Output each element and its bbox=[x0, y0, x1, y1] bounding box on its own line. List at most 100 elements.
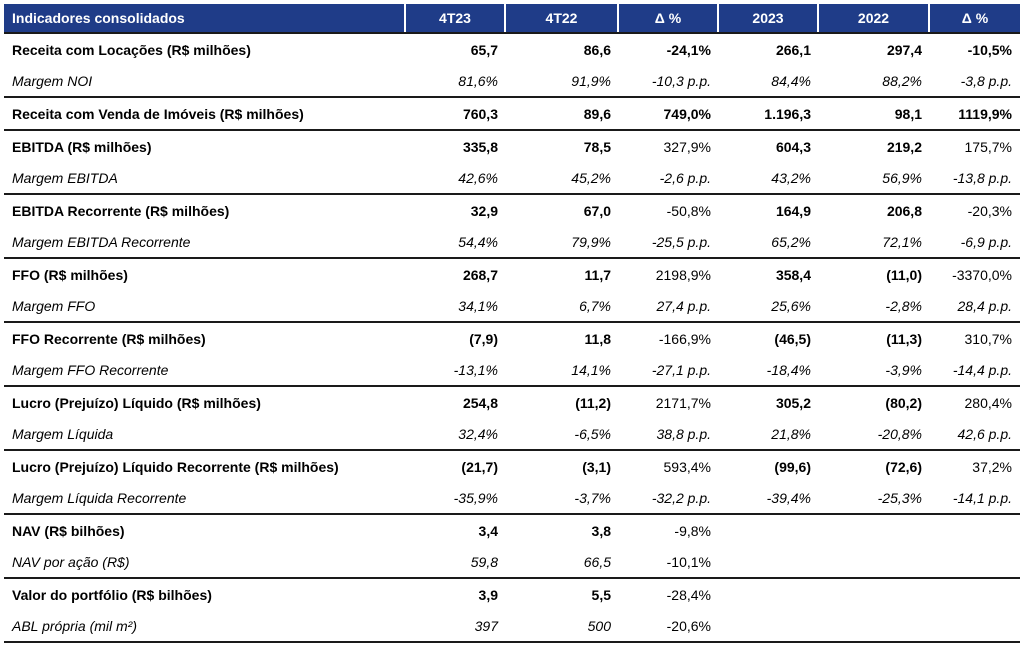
cell-4t23: (21,7) bbox=[406, 449, 506, 482]
cell-2023: 358,4 bbox=[719, 257, 819, 290]
cell-delta-year: 1119,9% bbox=[930, 96, 1020, 129]
row-label: Margem FFO bbox=[12, 297, 96, 314]
table-row: NAV por ação (R$) 59,8 66,5 -10,1% bbox=[4, 546, 1020, 577]
header-col-4t23: 4T23 bbox=[406, 4, 506, 32]
cell-delta-quarter: 2171,7% bbox=[619, 385, 719, 418]
table-row: EBITDA (R$ milhões) 335,8 78,5 327,9% 60… bbox=[4, 129, 1020, 162]
cell-delta-quarter: 2198,9% bbox=[619, 257, 719, 290]
header-col-delta-quarter: Δ % bbox=[619, 4, 719, 32]
row-label: Margem NOI bbox=[12, 72, 93, 89]
table-row: Margem FFO 34,1% 6,7% 27,4 p.p. 25,6% -2… bbox=[4, 290, 1020, 321]
cell-2023: 65,2% bbox=[771, 233, 811, 250]
cell-2022: -3,9% bbox=[885, 361, 922, 378]
row-label: Valor do portfólio (R$ bilhões) bbox=[4, 577, 406, 610]
table-row: Valor do portfólio (R$ bilhões) 3,9 5,5 … bbox=[4, 577, 1020, 610]
cell-4t22: 66,5 bbox=[583, 553, 611, 570]
header-col-4t22: 4T22 bbox=[506, 4, 619, 32]
cell-2022: 88,2% bbox=[882, 72, 922, 89]
cell-2023: 305,2 bbox=[719, 385, 819, 418]
table-row: Margem FFO Recorrente -13,1% 14,1% -27,1… bbox=[4, 354, 1020, 385]
cell-4t22: 6,7% bbox=[579, 297, 611, 314]
table-row: FFO (R$ milhões) 268,7 11,7 2198,9% 358,… bbox=[4, 257, 1020, 290]
cell-delta-quarter: 327,9% bbox=[619, 129, 719, 162]
cell-delta-quarter: -50,8% bbox=[619, 193, 719, 226]
cell-2023 bbox=[719, 610, 819, 643]
table-row: ABL própria (mil m²) 397 500 -20,6% bbox=[4, 610, 1020, 643]
row-label: ABL própria (mil m²) bbox=[4, 610, 406, 643]
cell-2022: -2,8% bbox=[885, 297, 922, 314]
cell-4t23: 32,9 bbox=[406, 193, 506, 226]
row-label: Margem FFO Recorrente bbox=[12, 361, 169, 378]
cell-4t23: 32,4% bbox=[458, 425, 498, 442]
cell-delta-year: 42,6 p.p. bbox=[957, 425, 1013, 442]
table-row: FFO Recorrente (R$ milhões) (7,9) 11,8 -… bbox=[4, 321, 1020, 354]
cell-4t23: (7,9) bbox=[406, 321, 506, 354]
cell-delta-year: -14,1 p.p. bbox=[952, 489, 1012, 506]
row-label: EBITDA (R$ milhões) bbox=[4, 129, 406, 162]
cell-4t23: 397 bbox=[406, 610, 506, 643]
cell-delta-quarter: 38,8 p.p. bbox=[656, 425, 712, 442]
table-row: Receita com Locações (R$ milhões) 65,7 8… bbox=[4, 32, 1020, 65]
cell-delta-quarter: 749,0% bbox=[619, 96, 719, 129]
cell-4t22: 86,6 bbox=[506, 32, 619, 65]
row-label: Margem Líquida Recorrente bbox=[12, 489, 187, 506]
row-label: Margem EBITDA bbox=[12, 169, 118, 186]
table-header-row: Indicadores consolidados 4T23 4T22 Δ % 2… bbox=[4, 4, 1020, 32]
cell-4t22: 500 bbox=[506, 610, 619, 643]
cell-delta-quarter: -27,1 p.p. bbox=[651, 361, 711, 378]
cell-2022: 98,1 bbox=[819, 96, 930, 129]
cell-2023: 266,1 bbox=[719, 32, 819, 65]
cell-delta-year: -13,8 p.p. bbox=[952, 169, 1012, 186]
cell-4t23: 34,1% bbox=[458, 297, 498, 314]
cell-4t22: (3,1) bbox=[506, 449, 619, 482]
row-label: FFO Recorrente (R$ milhões) bbox=[4, 321, 406, 354]
cell-delta-quarter: -32,2 p.p. bbox=[651, 489, 711, 506]
cell-4t22: 67,0 bbox=[506, 193, 619, 226]
row-label: Receita com Locações (R$ milhões) bbox=[4, 32, 406, 65]
cell-4t23: 268,7 bbox=[406, 257, 506, 290]
table-row: Margem EBITDA 42,6% 45,2% -2,6 p.p. 43,2… bbox=[4, 162, 1020, 193]
cell-4t23: 54,4% bbox=[458, 233, 498, 250]
header-col-delta-year: Δ % bbox=[930, 4, 1020, 32]
indicators-table: Indicadores consolidados 4T23 4T22 Δ % 2… bbox=[4, 4, 1020, 643]
cell-delta-year: -14,4 p.p. bbox=[952, 361, 1012, 378]
cell-delta-quarter: -28,4% bbox=[619, 577, 719, 610]
cell-delta-quarter: -25,5 p.p. bbox=[651, 233, 711, 250]
row-label: NAV por ação (R$) bbox=[12, 553, 130, 570]
cell-4t23: 81,6% bbox=[458, 72, 498, 89]
row-label: FFO (R$ milhões) bbox=[4, 257, 406, 290]
table-row: NAV (R$ bilhões) 3,4 3,8 -9,8% bbox=[4, 513, 1020, 546]
row-label: Lucro (Prejuízo) Líquido (R$ milhões) bbox=[4, 385, 406, 418]
cell-delta-year: 280,4% bbox=[930, 385, 1020, 418]
row-label: NAV (R$ bilhões) bbox=[4, 513, 406, 546]
cell-2022 bbox=[819, 513, 930, 546]
cell-delta-year: -6,9 p.p. bbox=[960, 233, 1012, 250]
cell-2023: 21,8% bbox=[771, 425, 811, 442]
cell-delta-quarter: -10,3 p.p. bbox=[651, 72, 711, 89]
cell-4t22: 5,5 bbox=[506, 577, 619, 610]
cell-2022: 219,2 bbox=[819, 129, 930, 162]
cell-2023: 164,9 bbox=[719, 193, 819, 226]
cell-delta-year: 37,2% bbox=[930, 449, 1020, 482]
cell-4t23: 760,3 bbox=[406, 96, 506, 129]
cell-2023 bbox=[719, 546, 819, 577]
cell-delta-year bbox=[930, 610, 1020, 643]
cell-4t23: 335,8 bbox=[406, 129, 506, 162]
cell-2023 bbox=[719, 513, 819, 546]
cell-2023: (99,6) bbox=[719, 449, 819, 482]
table-row: Margem Líquida Recorrente -35,9% -3,7% -… bbox=[4, 482, 1020, 513]
cell-2022: (11,0) bbox=[819, 257, 930, 290]
cell-4t22: 3,8 bbox=[506, 513, 619, 546]
cell-delta-quarter: 27,4 p.p. bbox=[656, 297, 712, 314]
table-row: Receita com Venda de Imóveis (R$ milhões… bbox=[4, 96, 1020, 129]
cell-delta-quarter: -166,9% bbox=[619, 321, 719, 354]
cell-delta-quarter: -24,1% bbox=[619, 32, 719, 65]
cell-2023: (46,5) bbox=[719, 321, 819, 354]
cell-delta-year: -10,5% bbox=[930, 32, 1020, 65]
table-row: Lucro (Prejuízo) Líquido Recorrente (R$ … bbox=[4, 449, 1020, 482]
cell-delta-year: -3,8 p.p. bbox=[960, 72, 1012, 89]
cell-4t23: -35,9% bbox=[453, 489, 498, 506]
table-row: Margem NOI 81,6% 91,9% -10,3 p.p. 84,4% … bbox=[4, 65, 1020, 96]
cell-2022: -25,3% bbox=[877, 489, 922, 506]
cell-delta-year bbox=[930, 546, 1020, 577]
